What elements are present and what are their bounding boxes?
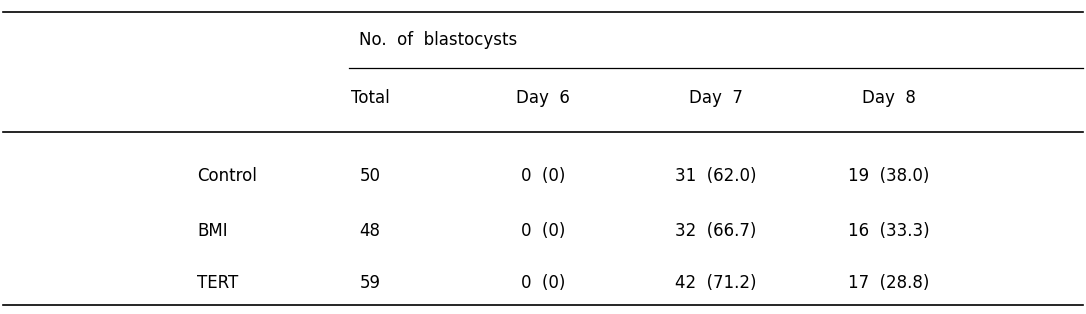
Text: Control: Control: [198, 166, 257, 185]
Text: BMI: BMI: [198, 222, 228, 240]
Text: 59: 59: [359, 274, 380, 292]
Text: 31  (62.0): 31 (62.0): [675, 166, 757, 185]
Text: 0  (0): 0 (0): [521, 166, 565, 185]
Text: 42  (71.2): 42 (71.2): [675, 274, 757, 292]
Text: Day  7: Day 7: [689, 89, 743, 107]
Text: 0  (0): 0 (0): [521, 222, 565, 240]
Text: Day  6: Day 6: [516, 89, 570, 107]
Text: No.  of  blastocysts: No. of blastocysts: [359, 31, 518, 49]
Text: 0  (0): 0 (0): [521, 274, 565, 292]
Text: 32  (66.7): 32 (66.7): [675, 222, 757, 240]
Text: 48: 48: [359, 222, 380, 240]
Text: TERT: TERT: [198, 274, 239, 292]
Text: Total: Total: [351, 89, 390, 107]
Text: Day  8: Day 8: [862, 89, 915, 107]
Text: 50: 50: [359, 166, 380, 185]
Text: 16  (33.3): 16 (33.3): [848, 222, 930, 240]
Text: 19  (38.0): 19 (38.0): [848, 166, 930, 185]
Text: 17  (28.8): 17 (28.8): [848, 274, 930, 292]
